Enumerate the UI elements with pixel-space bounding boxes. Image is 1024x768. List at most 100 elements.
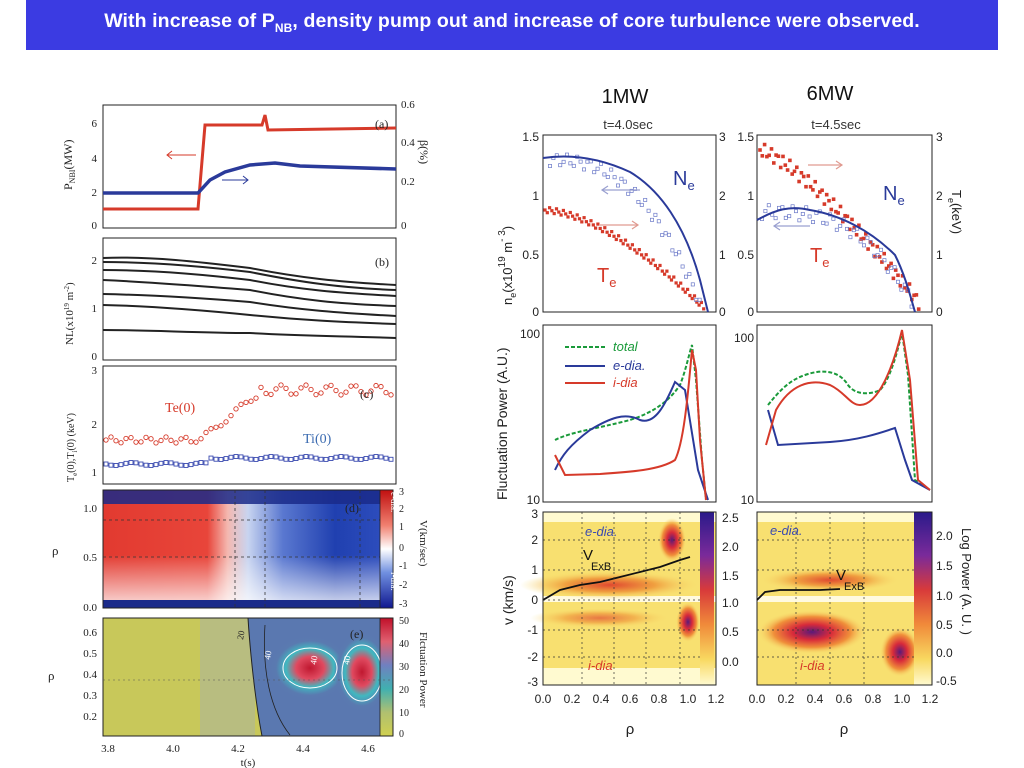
ti0-marker	[153, 462, 159, 468]
ti0-marker	[133, 460, 139, 466]
pa-ylabel-right: β(%)	[417, 140, 431, 164]
te-point-6mw	[873, 254, 877, 259]
ne-point-6mw	[845, 226, 849, 231]
ti0-marker	[253, 456, 259, 462]
te0-marker	[198, 436, 204, 442]
ti0-marker	[238, 454, 244, 460]
te-point-1mw	[559, 213, 563, 217]
r2-xtick-12: 1.2	[922, 692, 939, 706]
te-point-6mw	[822, 202, 827, 206]
te0-marker	[263, 390, 269, 397]
te-point-6mw	[760, 154, 765, 158]
te-point-6mw	[783, 163, 788, 167]
te-point-6mw	[889, 261, 893, 266]
cbar2-tick-10: 1.0	[936, 589, 953, 603]
ti0-marker	[228, 454, 234, 460]
te0-marker	[283, 385, 289, 392]
left-xtick-46: 4.6	[361, 743, 375, 755]
pe-contour-40a: 40	[262, 649, 273, 660]
te0-marker	[248, 398, 254, 404]
ne-point-1mw	[578, 159, 583, 164]
ti0-marker	[103, 461, 109, 467]
te-point-6mw	[831, 197, 836, 202]
col2-time: t=4.5sec	[811, 117, 861, 132]
te-point-6mw	[841, 219, 845, 224]
spec-ytick-1: 1	[531, 563, 538, 577]
te0-marker	[353, 383, 359, 389]
te0-marker	[193, 439, 199, 445]
te-point-6mw	[824, 192, 829, 197]
te-point-1mw	[614, 237, 618, 242]
te-point-1mw	[573, 217, 577, 221]
te-point-1mw	[702, 307, 706, 311]
pa-ytick-6: 6	[92, 118, 98, 130]
pe-cbar-tick-0: 0	[399, 729, 404, 740]
cbar2-tick-15: 1.5	[936, 559, 953, 573]
te-point-1mw	[561, 208, 565, 213]
te-point-6mw	[893, 268, 898, 272]
te-point-1mw	[619, 238, 623, 243]
te-point-1mw	[669, 278, 674, 282]
ne-point-6mw	[899, 287, 904, 292]
te0-marker	[168, 437, 174, 443]
te-point-1mw	[564, 212, 568, 216]
ti0-marker	[358, 456, 364, 462]
te0-marker	[103, 437, 109, 443]
te0-marker	[323, 384, 329, 390]
cbar2-tick-00: 0.0	[936, 646, 953, 660]
ne-point-1mw	[605, 175, 610, 179]
te-point-1mw	[626, 243, 630, 247]
te-point-1mw	[566, 215, 570, 219]
te-point-1mw	[660, 269, 664, 273]
pa-rtick-02: 0.2	[401, 176, 415, 188]
ne-fit-1mw	[542, 155, 709, 313]
ne-point-1mw	[653, 212, 658, 217]
te-point-1mw	[617, 234, 621, 238]
left-xtick-44: 4.4	[296, 743, 310, 755]
cbar1-tick-25: 2.5	[722, 511, 739, 525]
prof-ytick-05: 0.5	[522, 248, 539, 262]
pc-ytick-1: 1	[92, 467, 98, 479]
te-point-6mw	[861, 236, 866, 241]
ne-point-1mw	[684, 274, 688, 279]
te-point-1mw	[692, 294, 697, 298]
pa-ytick-0: 0	[92, 220, 98, 232]
te0-marker	[313, 391, 319, 398]
te-point-6mw	[905, 289, 909, 293]
pe-ytick-03: 0.3	[83, 690, 97, 702]
ti0-marker	[268, 454, 274, 459]
te-point-6mw	[896, 273, 900, 278]
te-point-6mw	[859, 237, 863, 241]
legend-idia: i-dia	[613, 375, 638, 390]
cbar1-tick-10: 1.0	[722, 596, 739, 610]
te-point-1mw	[663, 272, 667, 276]
te0-marker	[308, 386, 314, 393]
te-point-1mw	[607, 233, 611, 238]
te-point-1mw	[644, 253, 648, 257]
prof2-ytick-15: 1.5	[737, 130, 754, 144]
panel-e-colorbar	[379, 617, 394, 737]
spec-1mw-colorbar	[700, 512, 714, 685]
te-point-1mw	[640, 253, 644, 257]
te0-marker	[303, 382, 309, 388]
spec-ytick-2: 2	[531, 533, 538, 547]
left-xlabel: t(s)	[241, 757, 256, 768]
ti0-marker	[318, 456, 324, 462]
pb-ytick-2: 2	[92, 255, 98, 267]
ti0-marker	[148, 463, 154, 468]
te-point-6mw	[884, 266, 889, 271]
te0-marker	[253, 395, 259, 401]
ti0-marker	[278, 455, 284, 461]
ne-point-1mw	[622, 179, 627, 184]
pa-ytick-2: 2	[92, 187, 98, 199]
te-point-1mw	[543, 208, 547, 212]
te-point-1mw	[548, 206, 552, 210]
cbar1-tick-05: 0.5	[722, 625, 739, 639]
te-point-1mw	[571, 214, 575, 218]
fluct-ytick-100: 100	[520, 327, 540, 341]
ti0-marker	[223, 456, 229, 462]
ne-point-1mw	[571, 163, 576, 168]
te-point-6mw	[804, 184, 808, 189]
te-point-1mw	[635, 251, 639, 255]
te0-marker	[228, 412, 234, 419]
